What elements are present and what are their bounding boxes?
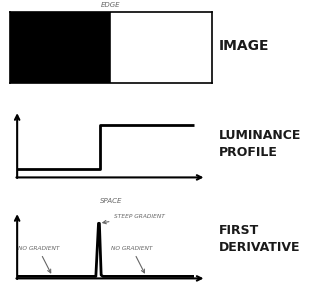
- Text: IMAGE: IMAGE: [218, 39, 269, 53]
- Text: FIRST
DERIVATIVE: FIRST DERIVATIVE: [218, 224, 300, 254]
- Text: NO GRADIENT: NO GRADIENT: [111, 246, 153, 273]
- Bar: [111, 12, 212, 83]
- Text: STEEP GRADIENT: STEEP GRADIENT: [103, 214, 165, 224]
- Text: NO GRADIENT: NO GRADIENT: [17, 246, 59, 273]
- Text: EDGE: EDGE: [101, 1, 121, 8]
- Text: LUMINANCE
PROFILE: LUMINANCE PROFILE: [218, 129, 301, 159]
- Bar: [10, 12, 111, 83]
- Text: SPACE: SPACE: [100, 198, 122, 204]
